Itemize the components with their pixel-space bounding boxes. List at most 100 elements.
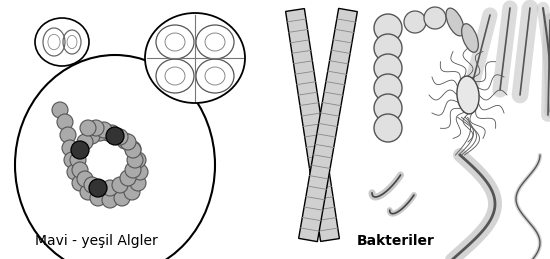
Point [170, 159, 179, 163]
Point [184, 77, 193, 81]
Point [113, 199, 122, 203]
Point [46, 133, 54, 137]
Point [101, 131, 109, 135]
Point [122, 164, 131, 168]
Point [119, 143, 128, 147]
Point [40, 27, 49, 31]
Point [116, 180, 124, 184]
Circle shape [92, 125, 108, 141]
Circle shape [92, 180, 108, 196]
Point [42, 161, 51, 166]
Point [65, 58, 74, 62]
Point [159, 40, 168, 44]
Point [172, 160, 180, 164]
Point [21, 171, 30, 175]
Point [84, 252, 93, 256]
Point [180, 88, 189, 92]
Point [65, 58, 74, 62]
Point [65, 198, 74, 202]
Point [62, 130, 71, 134]
Point [189, 39, 197, 44]
Point [171, 40, 180, 44]
Point [385, 135, 394, 139]
Point [138, 99, 146, 103]
Point [171, 93, 180, 97]
Point [150, 249, 158, 254]
Point [125, 68, 134, 72]
Point [69, 48, 78, 53]
Point [378, 87, 387, 91]
Point [181, 185, 190, 190]
Point [178, 32, 187, 37]
Point [147, 161, 156, 165]
Point [227, 31, 236, 35]
Point [227, 80, 235, 84]
Point [188, 128, 196, 132]
Point [181, 61, 190, 65]
Point [48, 55, 57, 59]
Point [216, 24, 224, 28]
Point [156, 62, 164, 66]
Point [173, 126, 182, 130]
Point [184, 28, 193, 32]
Point [206, 80, 214, 84]
Point [165, 79, 174, 83]
Point [86, 130, 95, 134]
Point [163, 60, 172, 64]
Point [97, 232, 106, 236]
Point [44, 54, 53, 58]
Point [150, 67, 158, 71]
Point [380, 132, 389, 136]
Point [66, 227, 75, 231]
Point [219, 44, 228, 48]
Point [52, 57, 60, 61]
Point [197, 181, 206, 185]
Point [111, 201, 119, 205]
Point [121, 258, 130, 259]
Point [86, 115, 95, 119]
Point [144, 86, 152, 90]
Point [205, 52, 214, 56]
Point [196, 90, 205, 95]
Point [70, 174, 79, 178]
Point [72, 196, 81, 200]
Point [80, 85, 89, 90]
Point [63, 33, 72, 37]
Point [91, 98, 100, 102]
Point [388, 32, 397, 36]
Point [72, 173, 80, 177]
Point [423, 12, 432, 16]
Point [158, 100, 167, 104]
Point [38, 48, 47, 53]
Point [100, 214, 109, 218]
Point [47, 227, 56, 231]
Point [117, 67, 126, 71]
Point [60, 180, 69, 184]
Point [71, 29, 80, 33]
Point [59, 169, 68, 173]
Point [164, 46, 173, 50]
Point [55, 96, 64, 100]
Point [179, 152, 188, 156]
Point [387, 54, 396, 58]
Point [175, 83, 184, 87]
Point [50, 198, 58, 202]
Point [171, 39, 180, 43]
Point [84, 155, 93, 159]
Point [87, 179, 96, 183]
Point [102, 86, 111, 90]
Point [177, 142, 186, 147]
Point [161, 25, 170, 30]
Point [207, 42, 216, 46]
Point [160, 202, 169, 206]
Point [120, 68, 129, 72]
Circle shape [127, 152, 143, 168]
Point [129, 175, 138, 179]
Text: Bakteriler: Bakteriler [357, 234, 435, 248]
Point [377, 28, 386, 32]
Circle shape [57, 114, 73, 130]
Point [76, 92, 85, 96]
Point [216, 34, 224, 39]
Point [147, 83, 156, 87]
Point [56, 154, 64, 158]
